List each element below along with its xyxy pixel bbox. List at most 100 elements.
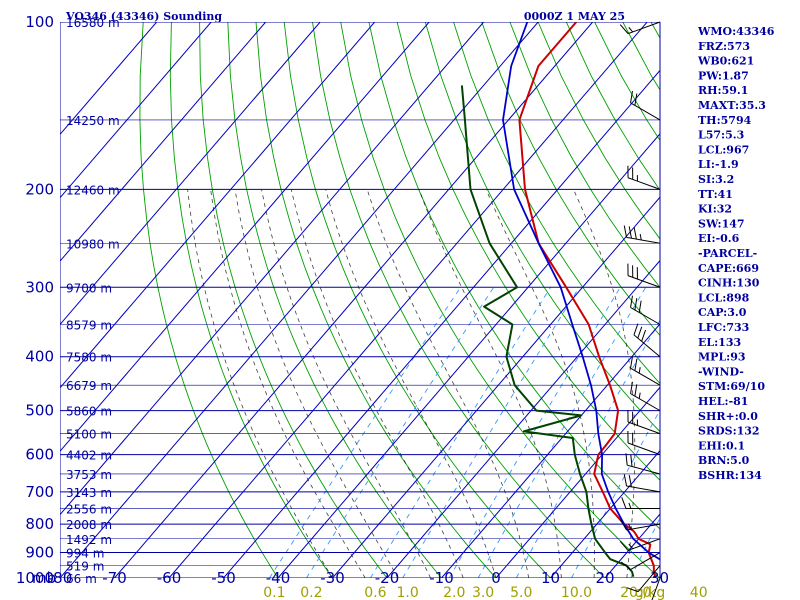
mixing-ratio-line <box>306 287 495 578</box>
wind-barb-full <box>621 497 627 509</box>
index-value: WMO:43346 <box>697 25 775 38</box>
wind-barb <box>651 577 661 600</box>
index-value: SI:3.2 <box>698 173 734 186</box>
wind-barb <box>626 565 661 593</box>
wind-barb-full <box>630 356 633 369</box>
wind-barb <box>619 519 661 531</box>
mixing-ratio-label: 5.0 <box>510 585 532 600</box>
wind-barb-full <box>630 295 633 308</box>
wind-barb <box>621 497 660 510</box>
pressure-tick-label: 100 <box>25 13 54 31</box>
height-label: 994 m <box>66 547 104 561</box>
isotherm <box>223 69 660 578</box>
wind-staff <box>651 577 661 600</box>
index-value: CINH:130 <box>698 277 760 290</box>
mixing-ratio-label: 0.1 <box>263 585 285 600</box>
dry-adiabat <box>169 22 334 578</box>
parcel-line <box>502 22 660 561</box>
wind-barb-full <box>623 474 628 487</box>
index-value: LCL:967 <box>698 143 749 156</box>
wind-barb-half <box>628 27 634 33</box>
dry-adiabat <box>199 22 388 578</box>
index-value: LFC:733 <box>698 321 749 334</box>
index-value: LCL:898 <box>698 291 750 304</box>
temperature-tick-label: -30 <box>320 569 345 587</box>
temperature-tick-label: -20 <box>375 569 400 587</box>
index-value: PW:1.87 <box>698 69 749 82</box>
wind-staff <box>627 464 661 475</box>
dry-adiabat <box>396 22 660 481</box>
height-label: 7580 m <box>66 351 112 365</box>
isotherm <box>168 22 648 578</box>
wind-barb-half <box>639 233 642 241</box>
isotherm <box>386 259 660 578</box>
isotherm <box>60 22 539 578</box>
isotherm <box>60 22 267 262</box>
mixing-ratio-label: 0.2 <box>300 585 322 600</box>
dry-adiabat <box>453 22 660 385</box>
isotherm <box>60 22 321 326</box>
wind-staff <box>626 523 661 531</box>
isotherm <box>60 22 158 136</box>
wind-staff <box>630 552 661 570</box>
wind-barb-full <box>628 474 632 487</box>
wind-staff <box>630 367 661 386</box>
moist-adiabat <box>573 189 636 578</box>
index-value: MAXT:35.3 <box>698 99 766 112</box>
wind-barb <box>630 381 661 412</box>
wind-barb-full <box>630 381 633 394</box>
isotherm <box>495 386 660 578</box>
wind-barb-full <box>619 540 629 551</box>
wind-staff <box>630 102 661 121</box>
height-label: 5100 m <box>66 428 112 442</box>
wind-barb <box>630 295 661 325</box>
wind-staff <box>637 565 661 592</box>
height-label: 3753 m <box>66 468 112 482</box>
temperature-line <box>518 22 657 578</box>
pressure-tick-label: 300 <box>25 278 54 296</box>
wind-barb-full <box>625 453 628 466</box>
pressure-tick-label: 700 <box>25 483 54 501</box>
dry-adiabat <box>312 22 606 578</box>
index-value: SW:147 <box>698 217 745 230</box>
pressure-tick-label: 600 <box>25 446 54 464</box>
wind-barb <box>630 90 661 121</box>
wind-barb <box>627 410 661 435</box>
mixing-ratio-line <box>571 408 660 578</box>
mixing-ratio-line <box>630 517 660 578</box>
mixing-ratio-label: 3.0 <box>472 585 494 600</box>
wind-barb-half <box>628 502 632 509</box>
moist-adiabat <box>210 189 366 578</box>
height-label: 8579 m <box>66 319 112 333</box>
index-value: SRDS:132 <box>698 425 760 438</box>
wind-barb-full <box>634 358 638 371</box>
dry-adiabat <box>227 22 443 578</box>
wind-barb <box>627 263 661 288</box>
index-value: CAP:3.0 <box>698 306 747 319</box>
temperature-tick-label: -10 <box>429 569 454 587</box>
pressure-tick-label: 400 <box>25 348 54 366</box>
isotherm <box>60 22 376 389</box>
wind-staff <box>626 236 661 244</box>
dry-adiabat <box>340 22 660 578</box>
wind-barbs <box>619 21 661 600</box>
index-value: EI:-0.6 <box>698 232 740 245</box>
pressure-tick-label: 200 <box>25 180 54 198</box>
temperature-tick-label: 20 <box>595 569 614 587</box>
height-label: 4402 m <box>66 449 112 463</box>
wind-barb-full <box>634 93 638 106</box>
dry-adiabat <box>139 22 279 578</box>
mixing-ratio-label: 40 <box>690 585 708 600</box>
dry-adiabat <box>509 22 660 289</box>
wind-barb-full <box>626 587 639 593</box>
wind-staff <box>630 307 661 325</box>
wind-barb-full <box>620 561 631 570</box>
dry-adiabat <box>424 22 660 433</box>
index-value: EHI:0.1 <box>698 439 745 452</box>
height-label: 6679 m <box>66 379 112 393</box>
wind-barb-full <box>634 298 638 311</box>
isotherm <box>332 196 660 578</box>
index-value: STM:69/10 <box>698 380 765 393</box>
